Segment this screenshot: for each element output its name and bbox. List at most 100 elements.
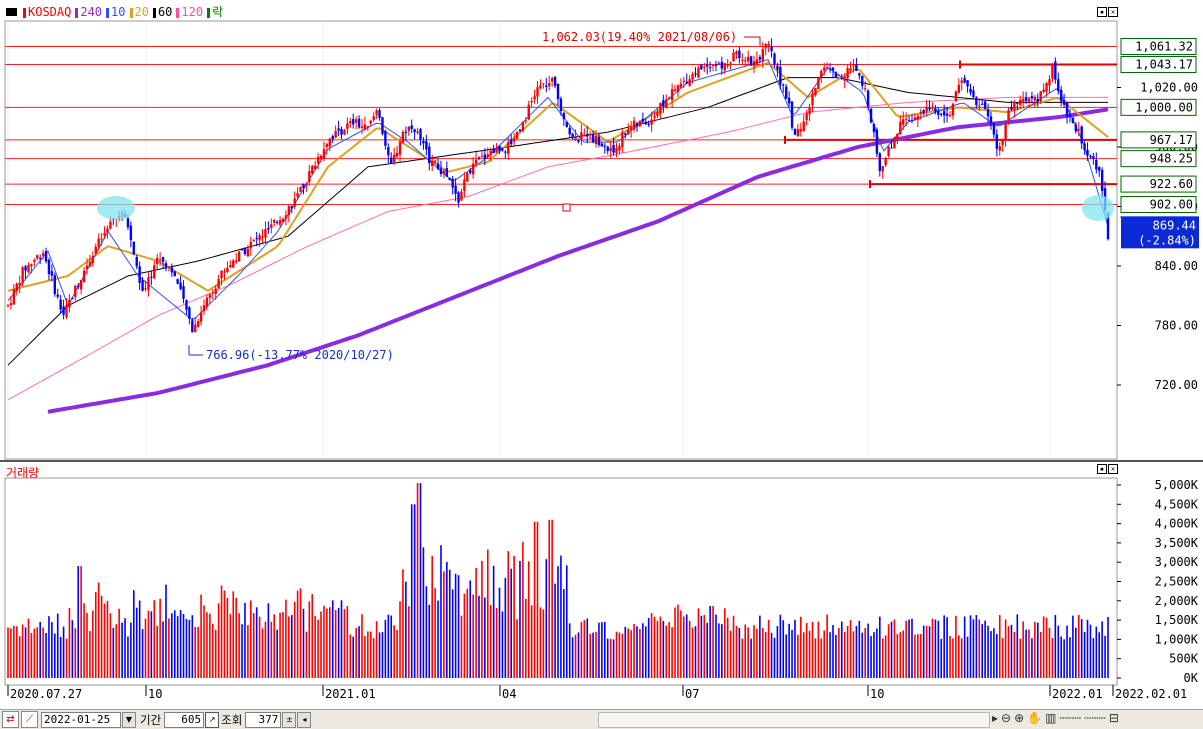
close-icon[interactable]: ✕ xyxy=(1108,464,1118,474)
candle-body xyxy=(85,265,89,270)
query-stepper-icon[interactable]: ± xyxy=(282,711,297,728)
low-annotation: 766.96(-13.77% 2020/10/27) xyxy=(206,348,394,362)
volume-bar xyxy=(925,625,928,678)
volume-bar xyxy=(428,604,431,678)
layout-icon[interactable]: ⊟ xyxy=(1108,711,1119,725)
date-dropdown-icon[interactable]: ▼ xyxy=(122,711,136,728)
candle-body xyxy=(849,68,852,71)
volume-tick-label: 3,500K xyxy=(1155,536,1199,550)
volume-bar xyxy=(364,636,366,678)
volume-bar xyxy=(150,611,153,678)
candle-body xyxy=(293,198,296,207)
volume-bar xyxy=(726,617,729,678)
candle-body xyxy=(983,101,987,110)
volume-bar xyxy=(671,627,673,678)
candle-body xyxy=(840,77,843,79)
candle-body xyxy=(27,265,30,273)
pan-hand-icon[interactable]: ✋ xyxy=(1027,711,1043,725)
candle-body xyxy=(641,118,645,122)
volume-tick-label: 1,000K xyxy=(1155,632,1199,646)
price-tick-label: 840.00 xyxy=(1155,259,1198,273)
scroll-left-icon[interactable]: ◂ xyxy=(297,711,312,728)
candle-body xyxy=(591,135,595,143)
candle-body xyxy=(1071,117,1075,123)
candle-body xyxy=(606,146,609,151)
volume-bar xyxy=(118,608,120,678)
candle-body xyxy=(817,78,820,90)
volume-bar xyxy=(290,614,293,678)
volume-bar xyxy=(548,519,551,678)
period-input[interactable]: 605 xyxy=(164,711,205,728)
volume-bar xyxy=(691,627,694,678)
ruler-icon[interactable]: ┄┄┄ xyxy=(1059,711,1082,725)
volume-bar xyxy=(27,618,30,678)
candle-body xyxy=(928,107,931,110)
volume-bar xyxy=(747,627,749,678)
scroll-right-icon[interactable]: ▸ xyxy=(992,711,999,725)
candle-body xyxy=(902,119,905,125)
candle-body xyxy=(624,133,627,135)
volume-bar xyxy=(410,504,413,678)
candle-body xyxy=(100,238,103,240)
candle-body xyxy=(129,225,133,241)
candle-body xyxy=(825,67,829,69)
volume-bar xyxy=(56,613,59,678)
volume-bar xyxy=(723,608,726,678)
selection-handle[interactable] xyxy=(562,203,571,212)
volume-bar xyxy=(952,638,954,678)
volume-tick-label: 4,000K xyxy=(1155,517,1199,531)
draw-line-icon[interactable]: ⟋ xyxy=(21,711,38,728)
volume-bar xyxy=(279,612,281,678)
volume-bar xyxy=(653,616,656,678)
volume-bar xyxy=(761,627,764,678)
minimize-icon[interactable]: ▪ xyxy=(1097,464,1107,474)
current-price-box xyxy=(1121,216,1199,249)
candle-body xyxy=(331,136,334,140)
candle-body xyxy=(182,286,185,299)
volume-bar xyxy=(127,636,129,678)
zoom-out-icon[interactable]: ⊖ xyxy=(1001,711,1012,725)
candle-body xyxy=(878,153,882,171)
panel-menu-icon[interactable] xyxy=(6,7,17,16)
volume-bar xyxy=(896,634,899,678)
apply-period-icon[interactable]: ↗ xyxy=(205,711,220,728)
zoom-in-icon[interactable]: ⊕ xyxy=(1014,711,1025,725)
volume-bar xyxy=(176,616,179,678)
current-price-arrow xyxy=(1120,216,1128,226)
level-label: 902.00 xyxy=(1150,198,1193,212)
volume-bar xyxy=(662,620,665,678)
volume-bar xyxy=(530,605,533,678)
chart-type-icon[interactable]: ⇄ xyxy=(2,711,19,728)
minimize-icon[interactable]: ▪ xyxy=(1097,7,1107,17)
volume-bar xyxy=(448,569,451,678)
volume-bar xyxy=(124,618,126,678)
volume-bar xyxy=(498,587,501,678)
date-field[interactable]: 2022-01-25 xyxy=(41,711,121,728)
query-input[interactable]: 377 xyxy=(245,711,282,728)
candle-body xyxy=(220,270,223,278)
volume-tick-label: 3,000K xyxy=(1155,555,1199,569)
volume-bar xyxy=(829,632,831,678)
chart-scrollbar[interactable] xyxy=(598,712,990,728)
volume-bar xyxy=(1028,629,1030,678)
candle-body xyxy=(1013,101,1016,111)
close-icon[interactable]: ✕ xyxy=(1108,7,1118,17)
ruler-alt-icon[interactable]: ┄┄┄ xyxy=(1084,711,1106,725)
candle-body xyxy=(635,123,639,127)
candle-body xyxy=(278,220,282,225)
candle-body xyxy=(951,103,955,116)
candle-body xyxy=(767,43,770,47)
volume-bar xyxy=(375,621,378,678)
volume-bar xyxy=(1104,635,1106,678)
candle-body xyxy=(53,275,57,294)
volume-bar xyxy=(1001,638,1004,678)
candle-body xyxy=(191,320,194,333)
volume-bar xyxy=(296,590,299,678)
candle-view-icon[interactable]: ▥ xyxy=(1045,711,1057,725)
volume-bar xyxy=(80,566,82,678)
candle-body xyxy=(246,248,250,257)
candle-body xyxy=(811,93,814,106)
candle-body xyxy=(1068,114,1072,117)
